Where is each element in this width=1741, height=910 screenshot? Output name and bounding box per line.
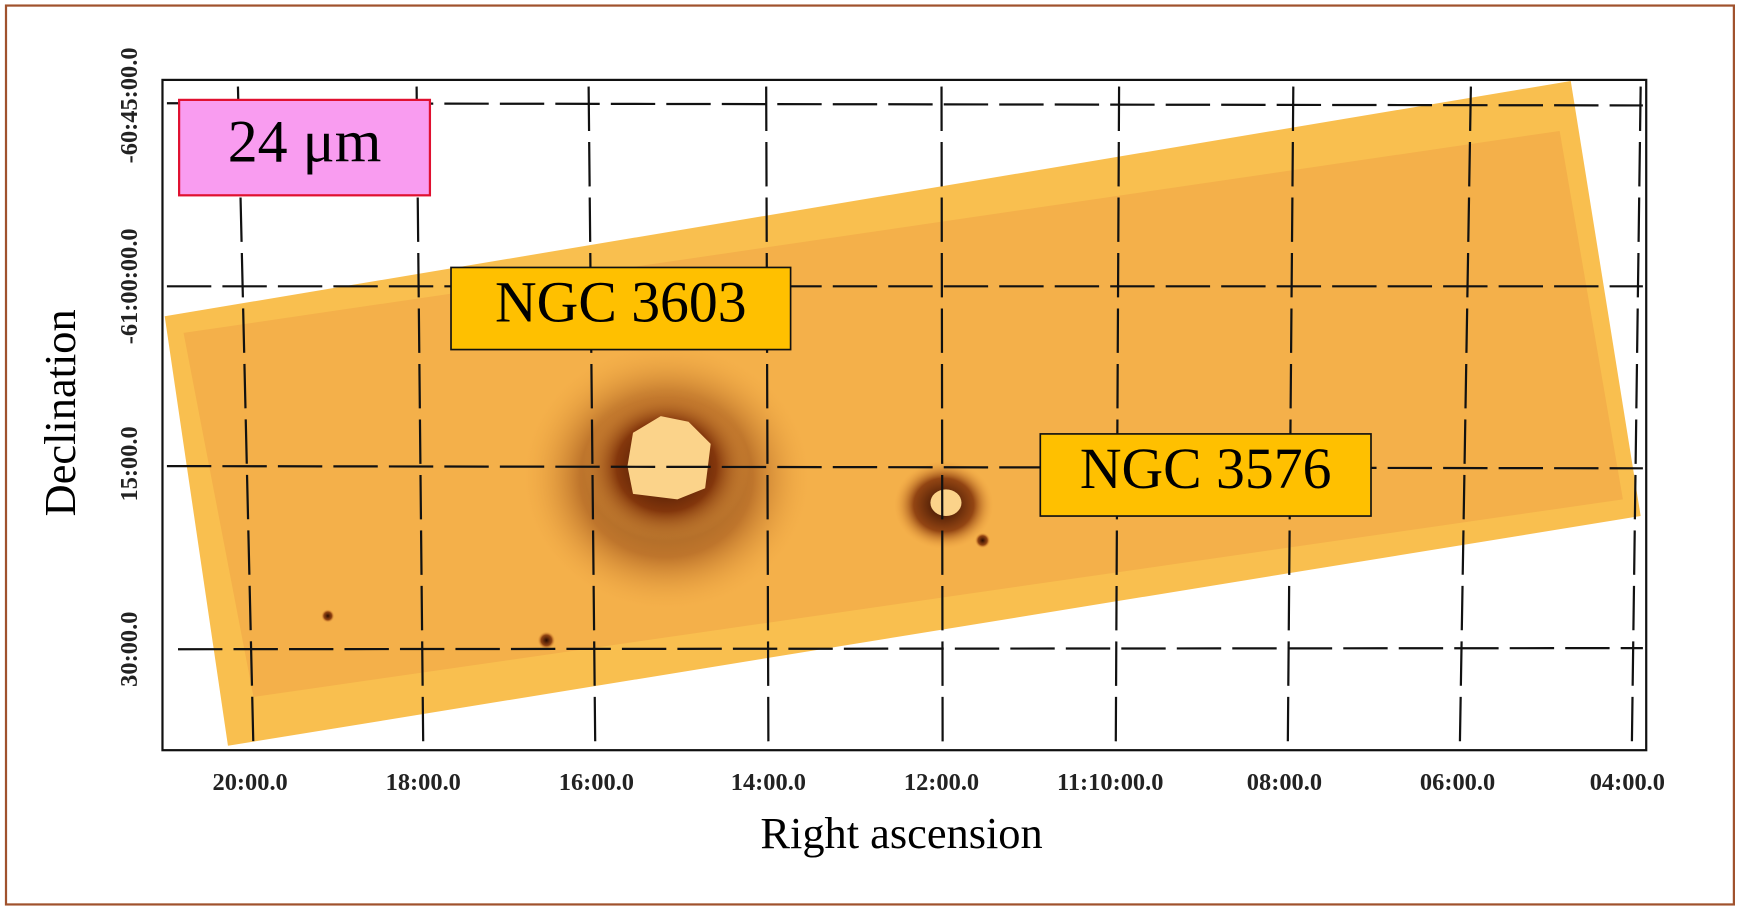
x-tick-label: 18:00.0 bbox=[386, 769, 461, 796]
x-axis-label: Right ascension bbox=[760, 808, 1042, 858]
x-tick-label: 11:10:00.0 bbox=[1057, 769, 1163, 796]
x-tick-label: 14:00.0 bbox=[731, 769, 806, 796]
y-tick-label: 15:00.0 bbox=[116, 426, 143, 501]
band-label: 24 μm bbox=[228, 108, 382, 174]
x-tick-label: 20:00.0 bbox=[213, 769, 288, 796]
x-tick-label: 12:00.0 bbox=[904, 769, 979, 796]
figure: 24 μm NGC 3603 NGC 3576 Right ascension … bbox=[0, 0, 1741, 910]
annotation: NGC 3603 bbox=[495, 272, 747, 335]
y-tick-label: 30:00.0 bbox=[116, 612, 143, 687]
annotation: NGC 3576 bbox=[1080, 438, 1332, 501]
x-tick-label: 16:00.0 bbox=[559, 769, 634, 796]
y-tick-label: -61:00:00.0 bbox=[116, 228, 143, 344]
x-tick-label: 08:00.0 bbox=[1247, 769, 1322, 796]
x-tick-label: 06:00.0 bbox=[1420, 769, 1495, 796]
x-tick-label: 04:00.0 bbox=[1590, 769, 1665, 796]
y-axis-label: Declination bbox=[35, 309, 85, 516]
page: {"band_label": "24 \u03bcm", "annotation… bbox=[0, 0, 1741, 910]
y-tick-label: -60:45:00.0 bbox=[116, 47, 143, 163]
